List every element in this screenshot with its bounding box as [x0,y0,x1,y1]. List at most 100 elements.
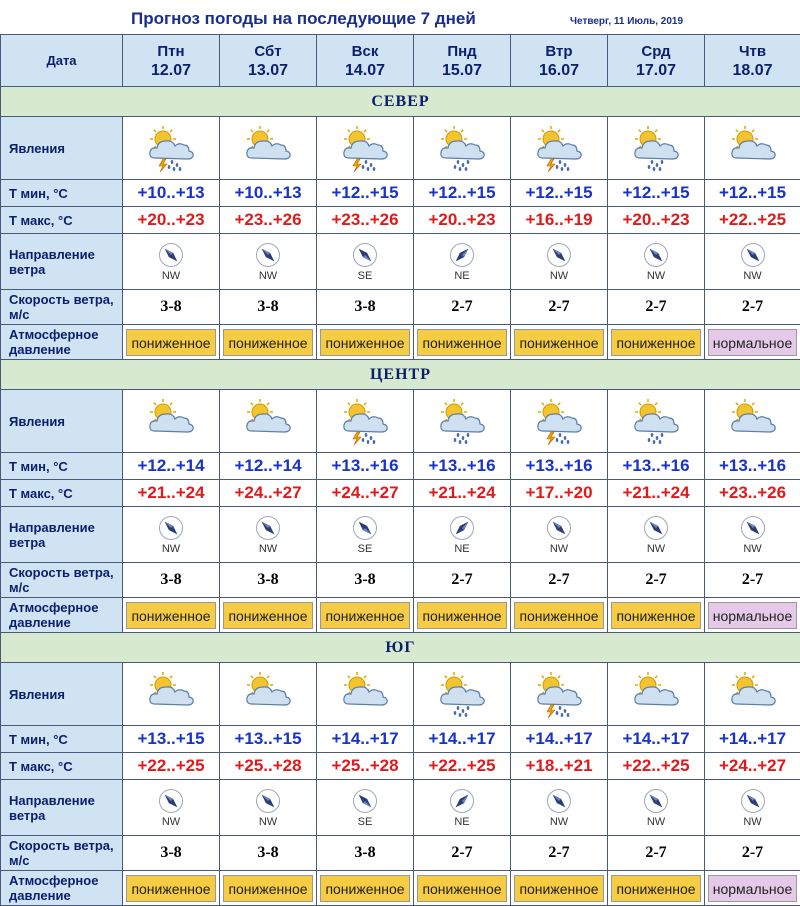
phenomena-row: Явления [1,390,800,453]
wind-speed-value: 2-7 [414,563,511,598]
wind-direction-text: NW [705,543,800,555]
row-label-phenomena: Явления [1,663,123,726]
tmax-value: +20..+23 [608,207,705,234]
cloud-rain-icon [432,670,492,718]
tmax-row: Т макс, °С+21..+24+24..+27+24..+27+21..+… [1,480,800,507]
day-name: Вск [317,42,413,61]
partly-cloudy-icon [238,670,298,718]
pressure-badge: пониженное [417,875,507,902]
wind-speed-value: 2-7 [608,836,705,871]
tmin-row: Т мин, °С+13..+15+13..+15+14..+17+14..+1… [1,726,800,753]
pressure-cell: пониженное [414,598,511,633]
row-label-tmin: Т мин, °С [1,726,123,753]
wind-direction-text: NW [511,816,607,828]
weather-cell [220,663,317,726]
wind-arrow-icon [352,788,378,814]
wind-arrow-icon [643,788,669,814]
pressure-cell: нормальное [705,598,800,633]
region-name: ЦЕНТР [1,360,800,390]
partly-cloudy-icon [723,397,783,445]
wind-direction-text: SE [317,543,413,555]
page-header: Прогноз погоды на последующие 7 дней Чет… [0,0,800,34]
tmin-value: +12..+14 [220,453,317,480]
wind-direction-text: NW [123,543,219,555]
row-label-wind-speed: Скорость ветра, м/с [1,563,123,598]
weather-cell [123,117,220,180]
wind-direction-cell: NW [511,780,608,836]
pressure-cell: пониженное [220,598,317,633]
wind-direction-cell: SE [317,780,414,836]
pressure-cell: нормальное [705,871,800,906]
wind-direction-cell: NW [511,507,608,563]
region-row: ЦЕНТР [1,360,800,390]
tmax-value: +21..+24 [608,480,705,507]
pressure-badge: пониженное [514,875,604,902]
wind-direction-cell: NW [123,234,220,290]
wind-speed-value: 3-8 [220,836,317,871]
wind-speed-value: 3-8 [317,563,414,598]
tmin-value: +10..+13 [220,180,317,207]
tmax-value: +16..+19 [511,207,608,234]
pressure-badge: нормальное [708,602,797,629]
weather-cell [123,390,220,453]
wind-speed-value: 2-7 [608,290,705,325]
tmin-value: +13..+16 [511,453,608,480]
day-name: Срд [608,42,704,61]
row-label-tmax: Т макс, °С [1,207,123,234]
weather-cell [317,390,414,453]
wind-direction-cell: NW [220,780,317,836]
cloud-rain-icon [626,397,686,445]
row-label-tmax: Т макс, °С [1,480,123,507]
tmin-value: +13..+16 [608,453,705,480]
pressure-cell: пониженное [123,598,220,633]
day-name: Пнд [414,42,510,61]
wind-arrow-icon [546,515,572,541]
tmin-value: +12..+15 [317,180,414,207]
wind-speed-value: 3-8 [123,563,220,598]
pressure-badge: пониженное [126,602,216,629]
weather-cell [511,663,608,726]
wind-direction-cell: NW [511,234,608,290]
wind-direction-cell: NW [123,780,220,836]
wind-speed-value: 3-8 [317,836,414,871]
tmax-value: +23..+26 [220,207,317,234]
pressure-cell: пониженное [511,598,608,633]
wind-direction-text: NE [414,270,510,282]
row-label-wind-speed: Скорость ветра, м/с [1,836,123,871]
wind-direction-text: NE [414,543,510,555]
wind-direction-cell: NW [608,507,705,563]
partly-cloudy-icon [723,124,783,172]
tmin-value: +13..+16 [317,453,414,480]
wind-direction-cell: NW [608,234,705,290]
tmin-value: +10..+13 [123,180,220,207]
pressure-badge: пониженное [611,329,701,356]
tmin-value: +14..+17 [705,726,800,753]
wind-arrow-icon [740,515,766,541]
tmax-value: +21..+24 [414,480,511,507]
wind-speed-value: 2-7 [705,290,800,325]
weather-cell [608,117,705,180]
tmin-value: +14..+17 [414,726,511,753]
wind-arrow-icon [158,788,184,814]
tmin-value: +13..+15 [123,726,220,753]
day-date: 16.07 [511,61,607,80]
pressure-cell: пониженное [220,871,317,906]
tmin-value: +14..+17 [317,726,414,753]
weather-cell [511,390,608,453]
wind-direction-text: NW [123,270,219,282]
pressure-cell: пониженное [414,871,511,906]
wind-direction-text: NW [220,270,316,282]
wind-arrow-icon [449,515,475,541]
wind-arrow-icon [352,515,378,541]
wind-speed-value: 2-7 [511,290,608,325]
row-label-wind-dir: Направление ветра [1,507,123,563]
pressure-cell: пониженное [511,871,608,906]
weather-cell [220,390,317,453]
weather-cell [705,117,800,180]
